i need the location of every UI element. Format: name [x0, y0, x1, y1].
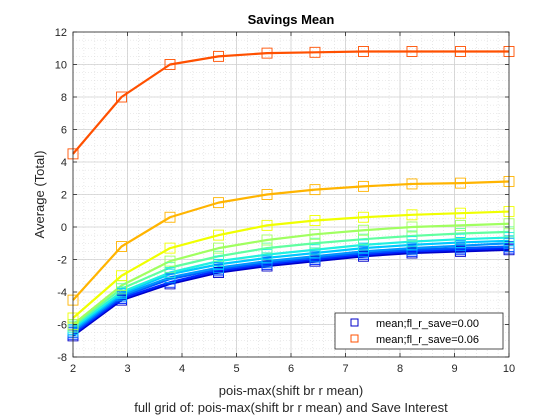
y-tick-label: 12: [55, 27, 67, 39]
x-tick-label: 9: [451, 363, 457, 375]
legend: mean;fl_r_save=0.00 mean;fl_r_save=0.06: [335, 313, 503, 349]
y-tick-label: -6: [57, 320, 67, 332]
y-tick-label: 0: [61, 222, 67, 234]
x-axis-sublabel: full grid of: pois-max(shift br r mean) …: [134, 400, 448, 415]
y-tick-label: -4: [57, 287, 67, 299]
x-tick-label: 10: [503, 363, 515, 375]
y-tick-label: 8: [61, 92, 67, 104]
chart-title: Savings Mean: [248, 12, 335, 27]
x-tick-label: 3: [124, 363, 130, 375]
x-axis-label: pois-max(shift br r mean): [219, 383, 363, 398]
y-tick-label: 4: [61, 157, 67, 169]
x-tick-label: 2: [70, 363, 76, 375]
legend-label-0: mean;fl_r_save=0.00: [376, 318, 479, 330]
y-axis-label: Average (Total): [32, 151, 47, 239]
x-tick-label: 6: [288, 363, 294, 375]
y-tick-label: 2: [61, 190, 67, 202]
y-tick-label: 10: [55, 60, 67, 72]
y-tick-label: -8: [57, 352, 67, 364]
x-tick-label: 7: [342, 363, 348, 375]
x-tick-label: 8: [397, 363, 403, 375]
y-tick-label: 6: [61, 125, 67, 137]
x-tick-label: 4: [179, 363, 185, 375]
legend-label-1: mean;fl_r_save=0.06: [376, 334, 479, 346]
y-tick-label: -2: [57, 255, 67, 267]
x-tick-label: 5: [233, 363, 239, 375]
